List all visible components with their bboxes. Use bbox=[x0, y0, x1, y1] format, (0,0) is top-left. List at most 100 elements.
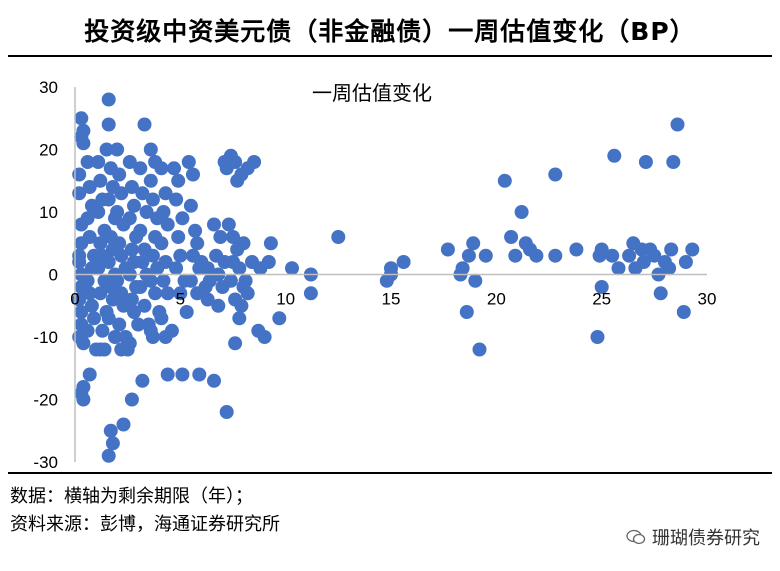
data-point bbox=[240, 286, 255, 301]
data-point bbox=[127, 305, 141, 319]
x-tick-label: 25 bbox=[592, 290, 611, 309]
x-tick-label: 0 bbox=[70, 290, 79, 309]
data-point bbox=[590, 330, 605, 344]
data-point bbox=[179, 305, 194, 319]
data-point bbox=[131, 317, 146, 332]
data-point bbox=[478, 248, 493, 263]
data-point bbox=[122, 336, 137, 351]
footnote-axis-note: 数据：横轴为剩余期限（年）； bbox=[10, 486, 253, 507]
data-point bbox=[110, 205, 125, 219]
x-tick-labels: 0 5 10 15 20 25 30 bbox=[70, 290, 716, 309]
data-point bbox=[82, 286, 97, 301]
data-point bbox=[112, 167, 127, 182]
data-point bbox=[143, 142, 158, 157]
data-point bbox=[74, 111, 89, 126]
data-point bbox=[396, 255, 411, 269]
data-points bbox=[72, 92, 700, 463]
data-point bbox=[91, 155, 106, 169]
data-point bbox=[466, 236, 481, 251]
brand-label: 珊瑚债券研究 bbox=[652, 528, 760, 549]
data-point bbox=[80, 273, 95, 288]
data-point bbox=[662, 261, 677, 276]
scatter-chart: 0 5 10 15 20 25 30 -30 -20 -10 0 10 20 30 一周估值变化 bbox=[33, 78, 716, 472]
data-point bbox=[93, 236, 108, 251]
data-point bbox=[676, 305, 691, 319]
data-point bbox=[548, 248, 563, 263]
data-point bbox=[459, 305, 474, 319]
data-point bbox=[529, 248, 544, 263]
data-point bbox=[116, 417, 131, 432]
data-point bbox=[133, 161, 148, 176]
data-point bbox=[228, 155, 243, 169]
data-point bbox=[93, 173, 108, 188]
data-point bbox=[622, 248, 637, 263]
data-point bbox=[169, 192, 184, 207]
data-point bbox=[101, 117, 116, 132]
data-point bbox=[160, 286, 175, 301]
data-point bbox=[80, 211, 95, 226]
data-point bbox=[114, 186, 129, 201]
data-point bbox=[108, 330, 122, 344]
data-point bbox=[247, 155, 262, 169]
data-point bbox=[221, 217, 236, 232]
data-point bbox=[468, 273, 483, 288]
data-point bbox=[548, 167, 563, 182]
data-point bbox=[173, 248, 188, 263]
data-point bbox=[139, 205, 154, 219]
data-point bbox=[124, 392, 139, 407]
data-point bbox=[175, 211, 190, 226]
y-tick-label: -20 bbox=[33, 391, 58, 410]
data-point bbox=[158, 255, 173, 269]
data-point bbox=[114, 286, 129, 301]
data-point bbox=[175, 367, 190, 382]
data-point bbox=[133, 223, 148, 238]
data-point bbox=[497, 173, 512, 188]
data-point bbox=[135, 255, 150, 269]
data-point bbox=[183, 273, 198, 288]
data-point bbox=[76, 380, 91, 394]
data-point bbox=[508, 248, 523, 263]
data-point bbox=[76, 392, 91, 407]
data-point bbox=[472, 342, 487, 357]
data-point bbox=[653, 286, 668, 301]
data-point bbox=[101, 448, 116, 463]
data-point bbox=[181, 155, 196, 169]
wechat-icon bbox=[626, 529, 646, 545]
y-tick-label: 10 bbox=[39, 203, 58, 222]
data-point bbox=[160, 367, 175, 382]
data-point bbox=[105, 436, 120, 451]
data-point bbox=[112, 236, 127, 251]
top-rule bbox=[8, 55, 772, 57]
data-point bbox=[234, 298, 249, 313]
data-point bbox=[124, 242, 139, 257]
data-point bbox=[143, 273, 158, 288]
data-point bbox=[145, 330, 160, 344]
data-point bbox=[95, 323, 110, 338]
data-point bbox=[461, 248, 476, 263]
data-point bbox=[303, 286, 318, 301]
data-point bbox=[232, 261, 247, 276]
data-point bbox=[82, 230, 97, 244]
x-tick-label: 20 bbox=[487, 290, 506, 309]
brand-watermark: 珊瑚债券研究 bbox=[626, 524, 760, 550]
data-point bbox=[148, 286, 163, 301]
data-point bbox=[91, 205, 106, 219]
data-point bbox=[232, 311, 247, 326]
data-point bbox=[190, 236, 205, 251]
data-point bbox=[93, 286, 108, 301]
data-point bbox=[261, 255, 276, 269]
data-point bbox=[124, 180, 139, 194]
data-point bbox=[101, 311, 116, 326]
data-point bbox=[145, 192, 160, 207]
data-point bbox=[666, 155, 681, 169]
data-point bbox=[594, 280, 609, 294]
bottom-rule bbox=[8, 472, 772, 474]
data-point bbox=[226, 230, 240, 244]
data-point bbox=[145, 248, 160, 263]
data-point bbox=[101, 192, 116, 207]
data-point bbox=[82, 180, 97, 194]
data-point bbox=[127, 198, 141, 213]
data-point bbox=[263, 236, 278, 251]
data-point bbox=[122, 211, 137, 226]
